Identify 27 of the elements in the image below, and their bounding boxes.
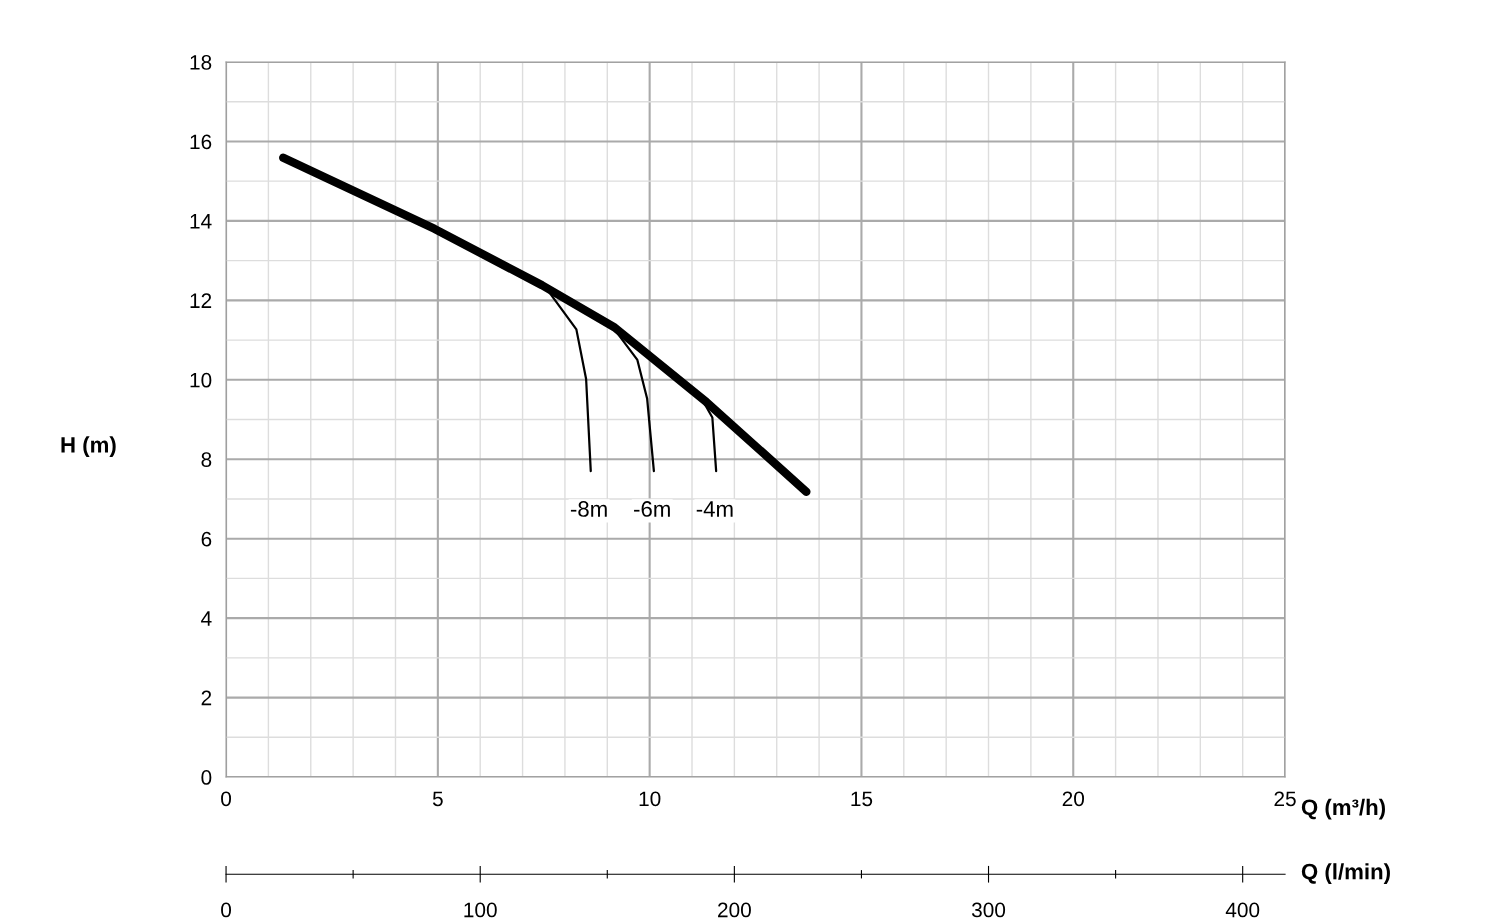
x2-tick-label: 100 xyxy=(464,902,497,918)
y-axis-title: H (m) xyxy=(61,436,116,458)
y-tick-label: 14 xyxy=(190,214,212,229)
y-tick-label: 16 xyxy=(190,134,212,150)
x-tick-label: 15 xyxy=(851,791,873,807)
x2-axis-title: Q (l/min) xyxy=(1301,863,1390,884)
x-tick-label: 5 xyxy=(432,791,443,807)
x2-tick-label: 0 xyxy=(221,902,232,918)
y-tick-label: 2 xyxy=(201,690,212,706)
y-tick-label: 6 xyxy=(201,531,212,547)
x-tick-label: 0 xyxy=(221,791,232,807)
x-tick-label: 10 xyxy=(639,791,661,807)
x2-tick-label: 200 xyxy=(718,902,751,918)
y-tick-label: 10 xyxy=(190,372,212,388)
x-tick-label: 25 xyxy=(1274,791,1296,807)
y-tick-label: 12 xyxy=(190,293,212,308)
y-tick-label: 0 xyxy=(201,770,212,785)
y-tick-label: 4 xyxy=(201,611,212,626)
x-axis-title: Q (m³/h) xyxy=(1301,798,1385,820)
y-tick-label: 18 xyxy=(190,55,212,70)
annotation: -4m xyxy=(696,501,733,517)
x2-tick-label: 300 xyxy=(971,902,1006,918)
x-tick-label: 20 xyxy=(1062,791,1085,807)
annotation: -8m xyxy=(570,501,607,517)
x2-tick-label: 400 xyxy=(1225,902,1260,918)
y-tick-label: 8 xyxy=(201,452,212,467)
annotation: -6m xyxy=(634,501,670,517)
